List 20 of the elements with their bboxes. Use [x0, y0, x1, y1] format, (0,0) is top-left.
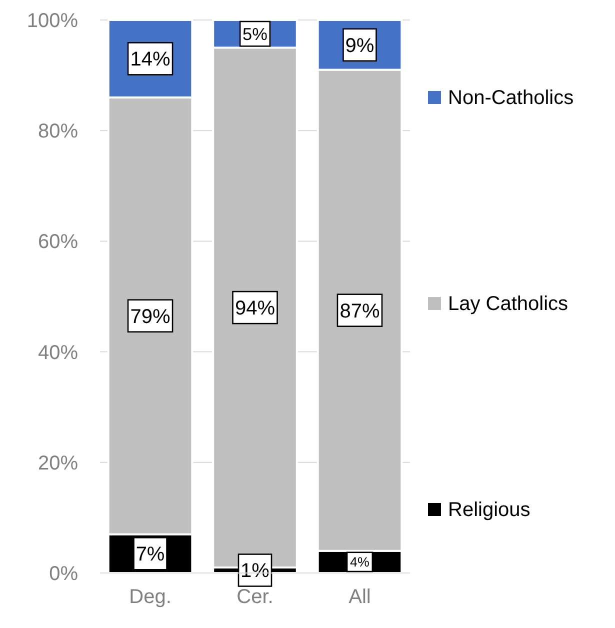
data-label: 14%: [130, 48, 170, 71]
y-tick-label: 20%: [38, 452, 78, 474]
y-tick-label: 0%: [49, 563, 78, 585]
y-tick-label: 100%: [26, 10, 78, 32]
data-label: 9%: [345, 34, 374, 57]
text: Lay Catholics: [448, 293, 568, 315]
legend-label: Religious: [448, 499, 530, 521]
data-label: 5%: [242, 24, 268, 44]
data-label: 7%: [136, 544, 165, 566]
data-label: 4%: [350, 554, 370, 570]
y-tick-label: 40%: [38, 342, 78, 364]
data-label: 79%: [130, 306, 170, 328]
y-tick-label: 60%: [38, 231, 78, 254]
y-tick-label: 80%: [38, 120, 78, 143]
legend-label: Non-Catholics: [448, 87, 574, 109]
x-tick-label: All: [348, 586, 371, 608]
x-tick-label: Deg.: [129, 586, 172, 608]
x-tick-label: Cer.: [236, 586, 274, 608]
data-label: 94%: [234, 298, 276, 320]
data-label: 87%: [340, 300, 380, 322]
